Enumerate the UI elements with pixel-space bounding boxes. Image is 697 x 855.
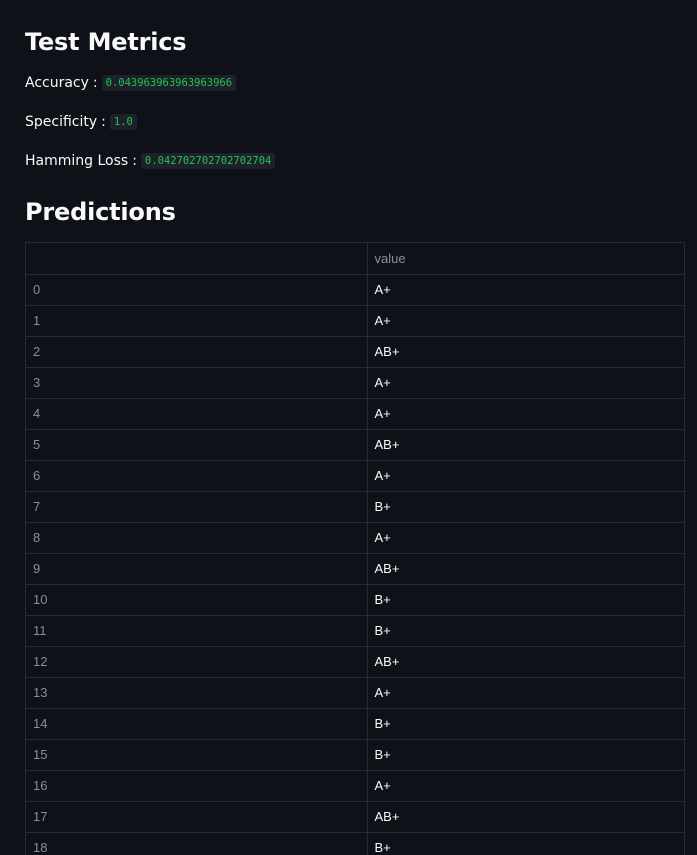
predictions-dataframe[interactable]: value 0 A+ 1 A+ 2 AB+ 3 A+ 4 A+ 5 AB+ 6 A+ 7 B+ 8 A+ 9 AB+ 1… xyxy=(25,242,685,855)
table-row: 15 B+ xyxy=(26,739,684,771)
table-row: 18 B+ xyxy=(26,832,684,855)
row-value-cell[interactable]: A+ xyxy=(367,367,684,399)
row-value-cell[interactable]: B+ xyxy=(367,832,684,855)
row-value-cell[interactable]: B+ xyxy=(367,739,684,771)
table-row: 14 B+ xyxy=(26,708,684,740)
table-row: 3 A+ xyxy=(26,367,684,399)
row-index-cell[interactable]: 10 xyxy=(26,584,368,616)
row-index-cell[interactable]: 17 xyxy=(26,801,368,833)
accuracy-colon: : xyxy=(92,75,98,91)
table-row: 13 A+ xyxy=(26,677,684,709)
specificity-label: Specificity xyxy=(25,114,98,130)
row-index-cell[interactable]: 3 xyxy=(26,367,368,399)
specificity-colon: : xyxy=(101,114,106,130)
table-row: 0 A+ xyxy=(26,274,684,306)
table-row: 16 A+ xyxy=(26,770,684,802)
hamming-loss-metric: Hamming Loss : 0.042702702702702704 xyxy=(25,151,276,171)
row-value-cell[interactable]: A+ xyxy=(367,460,684,492)
row-index-cell[interactable]: 6 xyxy=(26,460,368,492)
row-index-cell[interactable]: 4 xyxy=(26,398,368,430)
row-value-cell[interactable]: AB+ xyxy=(367,429,684,461)
hamming-loss-value: 0.042702702702702704 xyxy=(140,152,276,170)
table-row: 8 A+ xyxy=(26,522,684,554)
table-row: 12 AB+ xyxy=(26,646,684,678)
row-value-cell[interactable]: A+ xyxy=(367,770,684,802)
row-index-cell[interactable]: 5 xyxy=(26,429,368,461)
hamming-loss-label: Hamming Loss xyxy=(25,153,129,169)
index-column-header[interactable] xyxy=(26,243,368,275)
row-value-cell[interactable]: A+ xyxy=(367,274,684,306)
value-column-header[interactable]: value xyxy=(367,243,684,275)
row-index-cell[interactable]: 14 xyxy=(26,708,368,740)
specificity-value: 1.0 xyxy=(109,113,137,131)
accuracy-metric: Accuracy : 0.043963963963963966 xyxy=(25,73,237,93)
row-index-cell[interactable]: 13 xyxy=(26,677,368,709)
table-row: 6 A+ xyxy=(26,460,684,492)
row-index-cell[interactable]: 1 xyxy=(26,305,368,337)
table-row: 17 AB+ xyxy=(26,801,684,833)
row-value-cell[interactable]: AB+ xyxy=(367,801,684,833)
row-index-cell[interactable]: 8 xyxy=(26,522,368,554)
row-index-cell[interactable]: 9 xyxy=(26,553,368,585)
row-value-cell[interactable]: B+ xyxy=(367,584,684,616)
table-row: 1 A+ xyxy=(26,305,684,337)
row-value-cell[interactable]: AB+ xyxy=(367,336,684,368)
table-row: 11 B+ xyxy=(26,615,684,647)
row-value-cell[interactable]: AB+ xyxy=(367,646,684,678)
row-index-cell[interactable]: 15 xyxy=(26,739,368,771)
row-value-cell[interactable]: A+ xyxy=(367,522,684,554)
row-value-cell[interactable]: AB+ xyxy=(367,553,684,585)
hamming-loss-colon: : xyxy=(132,153,137,169)
row-value-cell[interactable]: B+ xyxy=(367,491,684,523)
table-row: 2 AB+ xyxy=(26,336,684,368)
row-index-cell[interactable]: 7 xyxy=(26,491,368,523)
row-value-cell[interactable]: A+ xyxy=(367,677,684,709)
predictions-table: value 0 A+ 1 A+ 2 AB+ 3 A+ 4 A+ 5 AB+ 6 A+ 7 B+ 8 A+ 9 AB+ 1… xyxy=(26,243,684,855)
table-row: 5 AB+ xyxy=(26,429,684,461)
row-index-cell[interactable]: 16 xyxy=(26,770,368,802)
row-index-cell[interactable]: 2 xyxy=(26,336,368,368)
row-index-cell[interactable]: 12 xyxy=(26,646,368,678)
table-row: 9 AB+ xyxy=(26,553,684,585)
row-value-cell[interactable]: B+ xyxy=(367,708,684,740)
row-value-cell[interactable]: A+ xyxy=(367,305,684,337)
row-value-cell[interactable]: B+ xyxy=(367,615,684,647)
specificity-metric: Specificity : 1.0 xyxy=(25,112,137,132)
row-index-cell[interactable]: 18 xyxy=(26,832,368,855)
predictions-heading: Predictions xyxy=(25,198,176,226)
table-row: 10 B+ xyxy=(26,584,684,616)
row-value-cell[interactable]: A+ xyxy=(367,398,684,430)
table-body: 0 A+ 1 A+ 2 AB+ 3 A+ 4 A+ 5 AB+ 6 A+ 7 B+ 8 A+ 9 AB+ 10 B+ 11 B… xyxy=(26,274,684,855)
row-index-cell[interactable]: 0 xyxy=(26,274,368,306)
accuracy-label: Accuracy xyxy=(25,75,89,91)
table-row: 7 B+ xyxy=(26,491,684,523)
test-metrics-heading: Test Metrics xyxy=(25,28,187,56)
row-index-cell[interactable]: 11 xyxy=(26,615,368,647)
accuracy-value: 0.043963963963963966 xyxy=(101,74,237,92)
table-header-row: value xyxy=(26,243,684,275)
table-row: 4 A+ xyxy=(26,398,684,430)
